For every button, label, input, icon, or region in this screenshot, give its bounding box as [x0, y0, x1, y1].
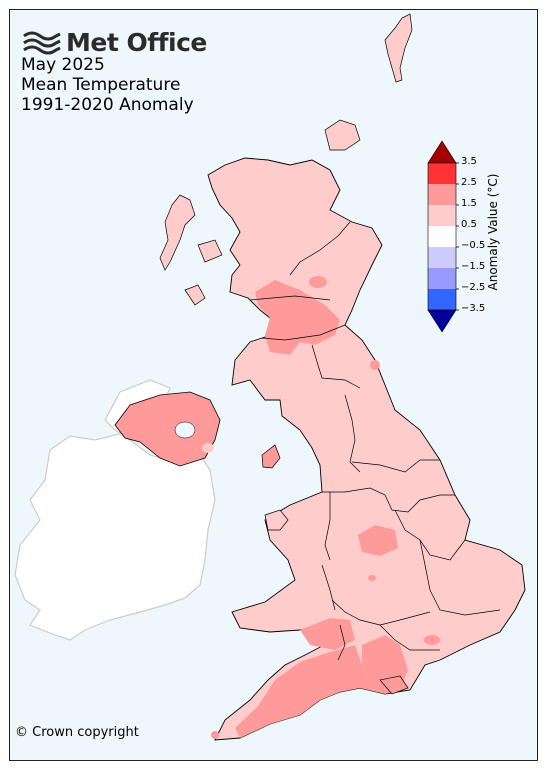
legend-tick-label: −1.5 — [461, 261, 486, 272]
legend-tick-label: 1.5 — [461, 198, 477, 209]
legend-tick-label: −3.5 — [461, 303, 486, 314]
legend-band — [428, 205, 456, 226]
legend-band — [428, 163, 456, 184]
brand-name: Met Office — [66, 28, 207, 57]
legend-tick-label: −0.5 — [461, 240, 486, 251]
legend-band — [428, 247, 456, 268]
met-office-logo: Met Office — [22, 28, 207, 57]
legend-bands — [427, 140, 459, 333]
legend-tick-label: 3.5 — [461, 156, 477, 167]
map-title: May 2025 Mean Temperature 1991-2020 Anom… — [21, 55, 194, 115]
legend-band — [428, 184, 456, 205]
title-month: May 2025 — [21, 55, 105, 75]
colorbar-legend — [427, 140, 459, 333]
anomaly-zones-1-5-to-2-5 — [211, 276, 440, 739]
legend-tick-label: −2.5 — [461, 282, 486, 293]
title-baseline: 1991-2020 Anomaly — [21, 95, 194, 115]
legend-title: Anomaly Value (°C) — [486, 173, 500, 291]
legend-band — [428, 289, 456, 310]
region-boundaries — [249, 221, 501, 661]
legend-band-over — [427, 140, 457, 164]
legend-band-under — [427, 309, 457, 333]
met-office-waves-icon — [23, 31, 61, 54]
legend-band — [428, 268, 456, 289]
northern-ireland — [114, 391, 221, 467]
islands — [159, 13, 413, 695]
title-variable: Mean Temperature — [21, 75, 181, 95]
legend-tick-label: 2.5 — [461, 177, 477, 188]
legend-band — [428, 226, 456, 247]
legend-tick-label: 0.5 — [461, 219, 477, 230]
copyright-notice: © Crown copyright — [15, 725, 139, 740]
